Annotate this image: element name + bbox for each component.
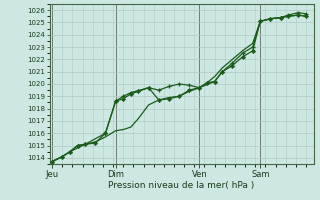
X-axis label: Pression niveau de la mer( hPa ): Pression niveau de la mer( hPa ) <box>108 181 255 190</box>
